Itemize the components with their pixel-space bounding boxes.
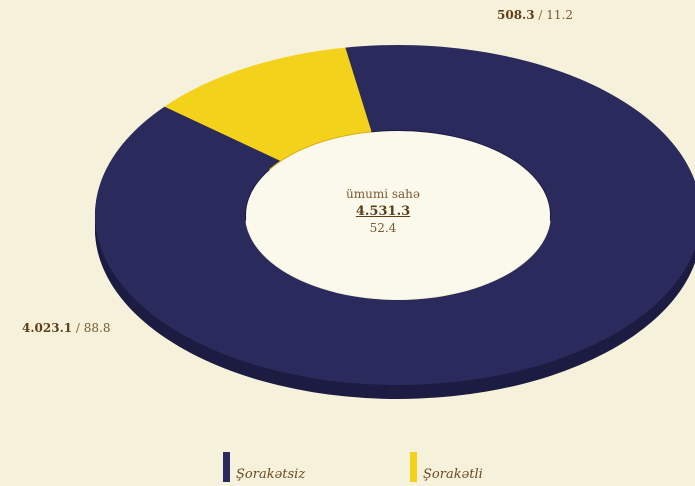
legend-swatch xyxy=(223,452,230,482)
legend-swatch xyxy=(410,452,417,482)
data-label-value: 4.023.1 xyxy=(22,321,73,335)
data-label-percent: 11.2 xyxy=(546,8,573,22)
legend-item-sorakatli: Şorakətli xyxy=(410,452,483,482)
legend-label: Şorakətsiz xyxy=(236,467,306,482)
legend-item-sorakatsiz: Şorakətsiz xyxy=(223,452,305,482)
total-label: ümumi sahə xyxy=(345,187,420,201)
donut-hole xyxy=(246,131,550,299)
data-label-percent: 88.8 xyxy=(83,321,111,335)
donut-center-total: ümumi sahə 4.531.3 52.4 xyxy=(323,186,443,237)
donut-slice-1 xyxy=(164,47,372,161)
legend-label: Şorakətli xyxy=(423,467,483,482)
data-label-sorakatli: 508.3 / 11.2 xyxy=(497,8,573,22)
total-sub: 52.4 xyxy=(369,221,397,235)
data-label-value: 508.3 xyxy=(497,8,535,22)
donut-slice-0 xyxy=(95,45,695,385)
total-value: 4.531.3 xyxy=(355,204,411,219)
data-label-sorakatsiz: 4.023.1 / 88.8 xyxy=(22,321,111,335)
legend: Şorakətsiz Şorakətli xyxy=(0,440,695,486)
donut-chart xyxy=(95,45,695,399)
